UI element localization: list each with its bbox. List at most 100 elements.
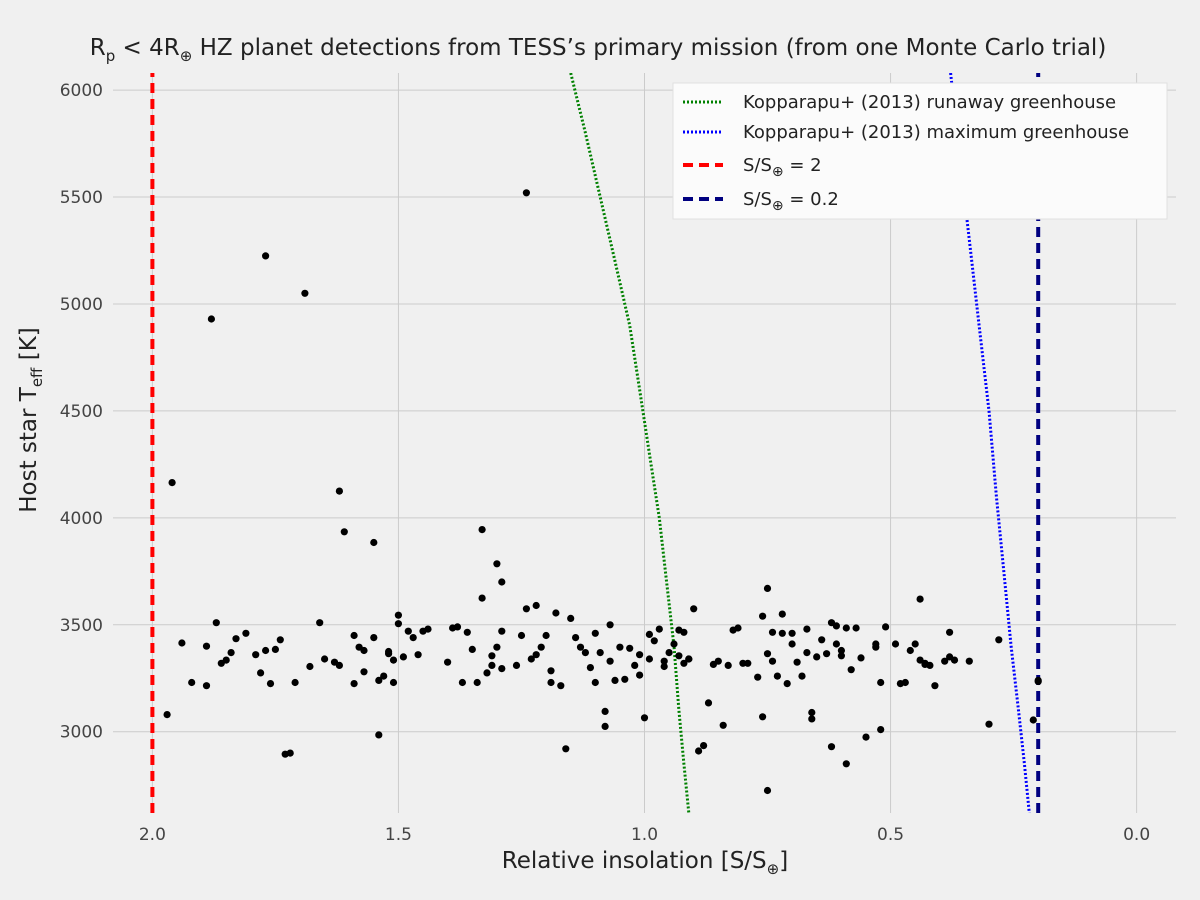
scatter-point <box>946 628 954 636</box>
legend-label-s02: S/S⊕ = 0.2 <box>743 189 839 214</box>
scatter-point <box>301 289 309 297</box>
scatter-point <box>670 640 678 648</box>
scatter-point <box>1034 677 1042 686</box>
scatter-point <box>335 661 343 670</box>
scatter-point <box>724 661 732 670</box>
scatter-point <box>488 652 496 660</box>
legend-label-maximum: Kopparapu+ (2013) maximum greenhouse <box>743 122 1129 143</box>
scatter-point <box>675 652 683 660</box>
scatter-point <box>985 720 993 728</box>
scatter-point <box>227 649 235 657</box>
scatter-point <box>375 676 383 685</box>
scatter-point <box>360 646 368 655</box>
scatter-point <box>700 742 708 750</box>
scatter-point <box>768 657 777 665</box>
scatter-point <box>631 661 639 670</box>
y-tick-label: 5000 <box>60 295 103 315</box>
scatter-point <box>803 625 811 633</box>
scatter-point <box>552 609 560 617</box>
scatter-point <box>562 745 570 753</box>
scatter-point <box>842 624 850 632</box>
scatter-point <box>798 672 806 680</box>
x-tick-labels: 2.0 1.5 1.0 0.5 0.0 <box>139 825 1150 845</box>
scatter-point <box>399 653 407 661</box>
scatter-point <box>340 528 348 536</box>
scatter-point <box>808 715 816 723</box>
scatter-point <box>404 627 412 635</box>
scatter-point <box>773 672 782 680</box>
scatter-point <box>877 678 885 687</box>
scatter-point <box>636 671 644 679</box>
scatter-point <box>788 629 796 637</box>
legend-label-runaway: Kopparapu+ (2013) runaway greenhouse <box>743 92 1116 113</box>
scatter-point <box>202 682 211 690</box>
scatter-point <box>926 661 934 670</box>
scatter-point <box>532 651 540 659</box>
scatter-point <box>586 664 595 672</box>
legend-label-s2: S/S⊕ = 2 <box>743 155 822 180</box>
scatter-point <box>852 624 860 632</box>
scatter-point <box>842 760 850 768</box>
scatter-point <box>734 624 742 632</box>
scatter-point <box>877 726 885 734</box>
scatter-point <box>572 634 580 642</box>
scatter-point <box>1029 716 1037 724</box>
line-runaway <box>569 73 691 813</box>
scatter-point <box>252 651 260 659</box>
y-axis-label: Host star Teff [K] <box>16 327 46 513</box>
legend: Kopparapu+ (2013) runaway greenhouse Kop… <box>672 82 1168 220</box>
y-tick-label: 3000 <box>60 723 103 743</box>
scatter-point <box>995 636 1003 644</box>
scatter-point <box>606 621 614 629</box>
scatter-point <box>498 578 506 586</box>
scatter-point <box>759 713 767 721</box>
scatter-point <box>823 650 831 658</box>
scatter-point <box>547 667 555 675</box>
y-tick-label: 5500 <box>60 188 103 208</box>
scatter-point <box>370 538 378 547</box>
scatter-point <box>498 627 506 635</box>
scatter-point <box>763 650 772 658</box>
scatter-point <box>763 786 772 795</box>
scatter-point <box>847 666 855 674</box>
scatter-point <box>606 657 614 665</box>
scatter-point <box>473 678 481 687</box>
scatter-point <box>759 612 767 620</box>
scatter-point <box>542 631 550 640</box>
y-tick-label: 4000 <box>60 509 103 529</box>
scatter-point <box>601 722 609 731</box>
scatter-point <box>517 631 526 640</box>
scatter-point <box>596 649 604 657</box>
scatter-point <box>350 680 358 688</box>
scatter-point <box>818 636 826 644</box>
scatter-point <box>271 645 279 654</box>
scatter-point <box>291 678 299 687</box>
scatter-point <box>675 626 683 634</box>
scatter-point <box>763 584 772 593</box>
scatter-point <box>488 661 496 670</box>
scatter-point <box>660 657 668 665</box>
x-tick-label: 0.0 <box>1123 825 1150 845</box>
scatter-point <box>813 653 821 661</box>
scatter-point <box>714 657 722 665</box>
scatter-point <box>463 628 471 636</box>
scatter-point <box>581 649 590 657</box>
scatter-point <box>616 643 624 651</box>
scatter-point <box>626 644 634 652</box>
scatter-point <box>891 640 900 648</box>
scatter-point <box>522 189 531 197</box>
scatter-point <box>394 620 402 628</box>
scatter-point <box>837 646 846 655</box>
scatter-point <box>375 731 383 739</box>
x-axis-label: Relative insolation [S/S⊕] <box>502 848 788 878</box>
scatter-point <box>478 594 486 602</box>
x-tick-label: 1.0 <box>631 825 658 845</box>
scatter-point <box>591 629 599 637</box>
scatter-point <box>532 601 540 610</box>
scatter-point <box>557 682 565 690</box>
scatter-point <box>837 652 846 660</box>
scatter-point <box>453 623 462 631</box>
scatter-point <box>591 678 599 687</box>
scatter-point <box>212 619 220 627</box>
scatter-point <box>665 649 673 657</box>
